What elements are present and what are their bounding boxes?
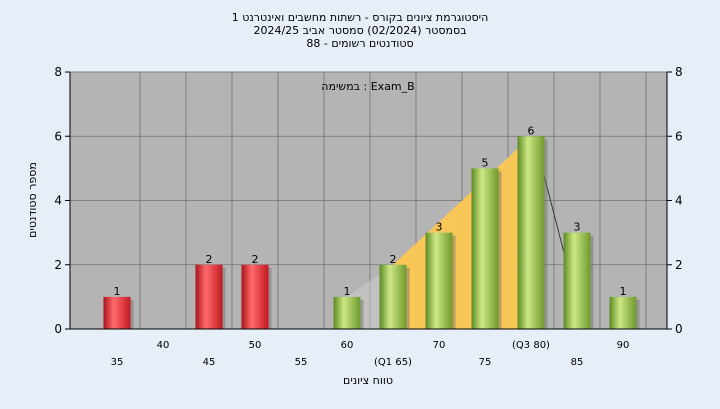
bar-85 [563,232,591,329]
data-label-80: 6 [528,124,535,137]
data-label-70: 3 [436,221,443,234]
x-tick-label-90: 90 [617,340,630,351]
bar-90 [609,296,637,329]
data-label-90: 1 [620,285,627,298]
data-label-75: 5 [482,156,489,169]
bar-50 [241,264,269,329]
bar-45 [195,264,223,329]
data-label-65: 2 [390,253,397,266]
bar-60 [333,296,361,329]
data-label-50: 2 [252,253,259,266]
bar-65 [379,264,407,329]
x-tick-label-55: 55 [295,357,308,368]
y-tick-label-left: 6 [54,129,62,143]
y-tick-label-right: 0 [675,322,683,336]
x-tick-label-35: 35 [111,357,124,368]
data-label-60: 1 [344,285,351,298]
bar-70 [425,232,453,329]
data-labels: 1 2 2 1 2 3 5 6 3 1 [114,124,627,298]
y-tick-label-right: 4 [675,194,683,208]
data-label-85: 3 [574,221,581,234]
chart-title-line3: סטודנטים רשומים - 88 [306,37,413,50]
bar-75 [471,168,499,329]
x-tick-label-80: (Q3 80) [512,340,550,351]
bars [103,136,640,329]
y-tick-label-left: 8 [54,65,62,79]
y-tick-label-left: 2 [54,258,62,272]
y-tick-label-left: 4 [54,194,62,208]
x-axis-title: טווח ציונים [343,374,393,387]
task-annotation: במשימה : Exam_B [321,80,414,93]
y-tick-label-right: 6 [675,129,683,143]
y-tick-label-right: 8 [675,65,683,79]
x-tick-label-40: 40 [157,340,170,351]
x-tick-label-65: (Q1 65) [374,357,412,368]
bar-80 [517,136,545,329]
x-tick-label-85: 85 [571,357,584,368]
data-label-35: 1 [114,285,121,298]
y-tick-label-right: 2 [675,258,683,272]
bar-35 [103,296,131,329]
y-axis-title: מספר סטודנטים [26,162,39,238]
x-tick-label-60: 60 [341,340,354,351]
x-tick-label-50: 50 [249,340,262,351]
x-tick-label-75: 75 [479,357,492,368]
chart-title-line1: היסטוגרמת ציונים בקורס - רשתות מחשבים וא… [232,11,489,24]
x-tick-label-45: 45 [203,357,216,368]
chart-title-line2: בסמסטר (02/2024) סמסטר אביב 2024/25 [253,24,466,37]
data-label-45: 2 [206,253,213,266]
y-tick-label-left: 0 [54,322,62,336]
x-tick-label-70: 70 [433,340,446,351]
